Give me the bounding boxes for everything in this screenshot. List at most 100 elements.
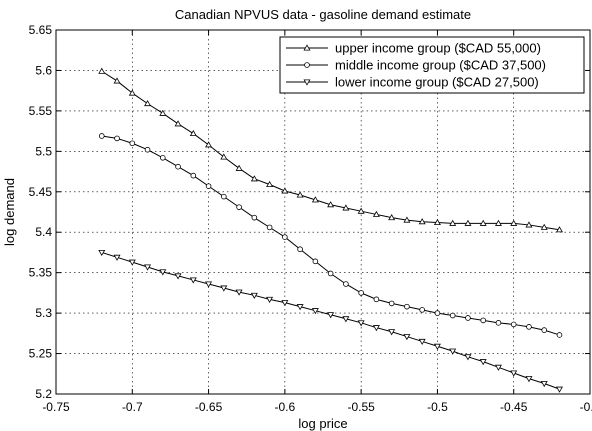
y-tick-label: 5.65 bbox=[29, 23, 53, 37]
data-point bbox=[251, 214, 258, 221]
data-point bbox=[159, 269, 167, 276]
series-1 bbox=[98, 67, 563, 233]
data-point bbox=[434, 310, 441, 316]
data-point bbox=[205, 281, 213, 288]
data-point bbox=[555, 226, 563, 233]
data-point bbox=[510, 321, 517, 328]
data-point bbox=[373, 296, 380, 303]
x-tick-label: -0.5 bbox=[427, 400, 448, 414]
data-point bbox=[372, 210, 380, 217]
data-point bbox=[266, 296, 274, 303]
data-point bbox=[541, 327, 548, 333]
legend-label: upper income group ($CAD 55,000) bbox=[335, 41, 541, 56]
series-line bbox=[101, 135, 560, 336]
data-point bbox=[510, 370, 518, 377]
data-point bbox=[525, 376, 533, 383]
data-point bbox=[327, 312, 335, 319]
y-tick-label: 5.35 bbox=[29, 266, 53, 280]
data-point bbox=[282, 234, 288, 240]
data-point bbox=[297, 246, 303, 253]
data-point bbox=[388, 300, 395, 307]
data-point bbox=[174, 120, 182, 127]
data-point bbox=[235, 164, 243, 171]
data-point bbox=[479, 359, 487, 366]
data-point bbox=[250, 292, 258, 299]
data-point bbox=[403, 334, 411, 341]
data-point bbox=[312, 258, 319, 265]
series-3 bbox=[98, 249, 563, 393]
data-point bbox=[144, 146, 151, 153]
data-point bbox=[556, 332, 563, 338]
chart-title: Canadian NPVUS data - gasoline demand es… bbox=[175, 7, 471, 22]
data-point bbox=[357, 320, 365, 327]
data-point bbox=[342, 204, 350, 211]
data-point bbox=[388, 214, 396, 221]
data-point bbox=[479, 219, 487, 226]
data-point bbox=[357, 207, 365, 214]
data-point bbox=[175, 163, 181, 170]
data-point bbox=[205, 183, 212, 189]
legend-marker bbox=[303, 79, 311, 86]
legend-label: middle income group ($CAD 37,500) bbox=[335, 58, 546, 73]
data-point bbox=[465, 315, 471, 321]
data-point bbox=[343, 281, 349, 287]
y-tick-label: 5.25 bbox=[29, 347, 53, 361]
data-point bbox=[266, 180, 274, 187]
data-point bbox=[144, 100, 152, 107]
data-point bbox=[114, 135, 120, 142]
data-point bbox=[494, 364, 502, 371]
x-axis-title: log price bbox=[298, 416, 347, 431]
data-point bbox=[358, 290, 364, 296]
data-point bbox=[403, 216, 411, 223]
y-tick-label: 5.4 bbox=[35, 225, 52, 239]
x-tick-label: -0.75 bbox=[42, 400, 70, 414]
y-tick-label: 5.55 bbox=[29, 104, 53, 118]
data-point bbox=[98, 249, 106, 257]
legend-item: upper income group ($CAD 55,000) bbox=[286, 41, 541, 56]
series-2 bbox=[98, 133, 563, 338]
data-point bbox=[236, 204, 242, 210]
data-point bbox=[525, 221, 533, 228]
plot-frame bbox=[55, 29, 591, 395]
data-point bbox=[311, 196, 319, 203]
legend-item: middle income group ($CAD 37,500) bbox=[286, 58, 546, 73]
data-point bbox=[464, 354, 472, 361]
data-point bbox=[296, 191, 304, 198]
data-point bbox=[311, 308, 319, 315]
data-point bbox=[160, 155, 166, 161]
data-point bbox=[220, 153, 228, 160]
data-point bbox=[540, 380, 548, 388]
data-point bbox=[113, 254, 121, 261]
data-point bbox=[480, 317, 487, 324]
data-point bbox=[221, 193, 227, 200]
data-point bbox=[464, 219, 472, 226]
data-point bbox=[327, 201, 335, 208]
data-point bbox=[159, 109, 167, 116]
legend-label: lower income group ($CAD 27,500) bbox=[335, 75, 539, 90]
y-tick-label: 5.45 bbox=[29, 185, 53, 199]
x-tick-label: -0.4 bbox=[580, 400, 592, 414]
data-point bbox=[128, 89, 136, 96]
data-point bbox=[129, 140, 136, 147]
data-point bbox=[418, 338, 426, 346]
data-point bbox=[235, 289, 243, 296]
data-point bbox=[555, 386, 563, 393]
y-axis-title: log demand bbox=[2, 178, 17, 246]
y-tick-label: 5.6 bbox=[35, 63, 52, 77]
data-point bbox=[433, 218, 441, 226]
data-point bbox=[189, 129, 197, 137]
data-point bbox=[540, 223, 548, 230]
data-point bbox=[372, 325, 380, 332]
legend-item: lower income group ($CAD 27,500) bbox=[286, 75, 539, 90]
data-point bbox=[98, 133, 105, 139]
data-point bbox=[281, 300, 289, 307]
data-point bbox=[449, 312, 456, 319]
data-point bbox=[449, 348, 457, 355]
data-point bbox=[190, 172, 197, 179]
y-tick-label: 5.5 bbox=[35, 144, 52, 158]
data-point bbox=[449, 219, 457, 226]
data-point bbox=[205, 141, 213, 148]
legend-box bbox=[279, 36, 585, 94]
data-point bbox=[281, 187, 289, 194]
data-point bbox=[494, 219, 502, 226]
